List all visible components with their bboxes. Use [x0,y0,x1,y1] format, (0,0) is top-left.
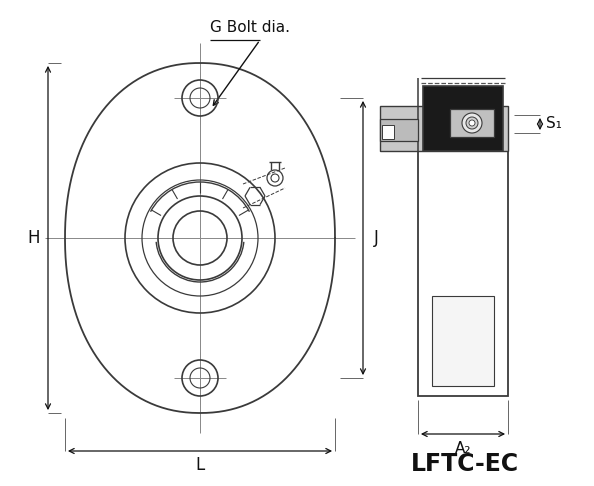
Circle shape [466,117,478,129]
Text: LFTC-EC: LFTC-EC [411,452,519,476]
Bar [382,125,394,139]
Text: H: H [28,229,40,247]
Text: J: J [374,229,378,247]
Bar [432,296,494,386]
Text: G Bolt dia.: G Bolt dia. [210,20,290,35]
Circle shape [462,113,482,133]
Bar [450,109,494,137]
Bar [380,119,418,141]
Bar [418,151,508,396]
Text: L: L [195,456,204,474]
Bar [423,86,503,151]
Bar [380,106,508,151]
Text: S₁: S₁ [546,117,562,132]
Text: A₂: A₂ [455,440,471,455]
Circle shape [469,120,475,126]
Text: B₂: B₂ [425,116,441,131]
